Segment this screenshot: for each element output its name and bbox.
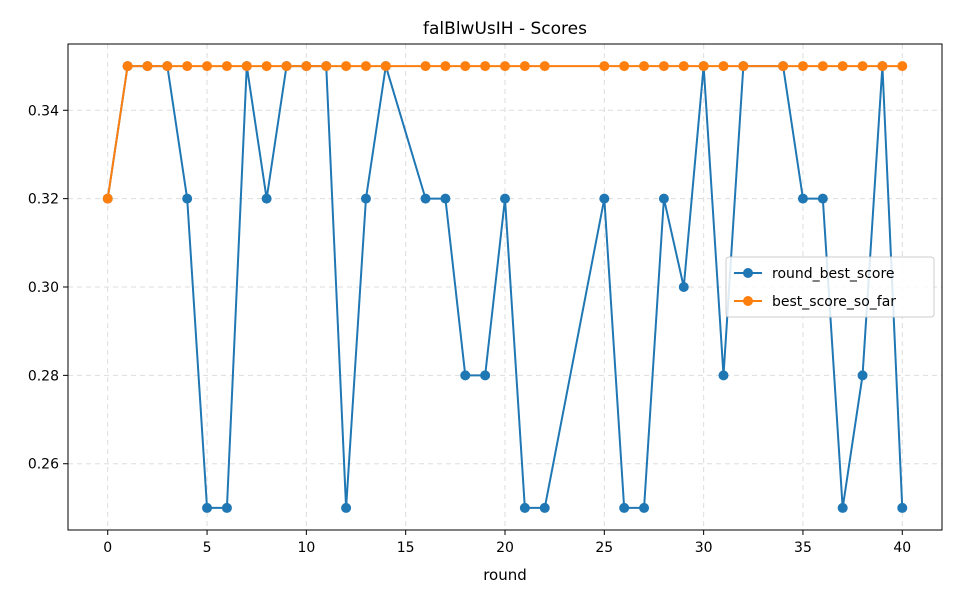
- data-point-round_best_score: [360, 193, 371, 204]
- data-point-best_score_so_far: [440, 61, 451, 72]
- legend-box: [725, 256, 935, 318]
- data-point-round_best_score: [619, 502, 630, 513]
- data-point-best_score_so_far: [360, 61, 371, 72]
- data-point-best_score_so_far: [221, 61, 232, 72]
- data-point-best_score_so_far: [162, 61, 173, 72]
- x-tick-label: 15: [397, 540, 415, 556]
- data-point-best_score_so_far: [678, 61, 689, 72]
- data-point-round_best_score: [718, 370, 729, 381]
- data-point-best_score_so_far: [599, 61, 610, 72]
- data-point-round_best_score: [261, 193, 272, 204]
- data-point-best_score_so_far: [897, 61, 908, 72]
- data-point-round_best_score: [221, 502, 232, 513]
- data-point-best_score_so_far: [658, 61, 669, 72]
- legend: round_best_score best_score_so_far: [725, 256, 935, 318]
- data-point-round_best_score: [817, 193, 828, 204]
- data-point-round_best_score: [519, 502, 530, 513]
- data-point-best_score_so_far: [420, 61, 431, 72]
- data-point-best_score_so_far: [261, 61, 272, 72]
- data-point-round_best_score: [897, 502, 908, 513]
- y-tick-label: 0.32: [28, 192, 59, 208]
- series-line-best_score_so_far: [106, 65, 903, 199]
- data-point-round_best_score: [500, 193, 510, 204]
- data-point-round_best_score: [678, 282, 689, 292]
- x-tick-label: 40: [893, 540, 911, 556]
- data-point-best_score_so_far: [341, 61, 352, 72]
- data-point-best_score_so_far: [619, 61, 630, 72]
- data-point-best_score_so_far: [321, 61, 332, 72]
- data-point-round_best_score: [599, 193, 610, 204]
- data-point-best_score_so_far: [241, 61, 252, 72]
- x-tick-label: 35: [794, 540, 812, 556]
- y-tick-label: 0.30: [28, 280, 59, 296]
- data-point-round_best_score: [797, 193, 808, 204]
- data-point-round_best_score: [460, 370, 471, 381]
- series-layer: [102, 61, 908, 513]
- x-tick-label: 0: [103, 540, 112, 556]
- data-point-round_best_score: [182, 193, 193, 204]
- data-point-best_score_so_far: [202, 61, 213, 72]
- data-point-round_best_score: [202, 502, 213, 513]
- y-tick-label: 0.26: [28, 457, 59, 473]
- data-point-best_score_so_far: [500, 61, 510, 72]
- data-point-best_score_so_far: [837, 61, 848, 72]
- data-point-round_best_score: [658, 193, 669, 204]
- data-point-best_score_so_far: [817, 61, 828, 72]
- axes: 0 5 10 15 20 25 30 35 40 0.26 0.28 0.30 0.32 0.34: [28, 103, 911, 556]
- data-point-best_score_so_far: [480, 61, 491, 72]
- data-point-round_best_score: [480, 370, 491, 381]
- data-point-best_score_so_far: [519, 61, 530, 72]
- data-point-best_score_so_far: [639, 61, 650, 72]
- y-tick-label: 0.28: [28, 368, 59, 384]
- data-point-best_score_so_far: [539, 61, 550, 72]
- x-tick-label: 30: [695, 540, 713, 556]
- y-tick-label: 0.34: [28, 103, 59, 119]
- data-point-best_score_so_far: [281, 61, 292, 72]
- data-point-round_best_score: [341, 502, 352, 513]
- data-point-round_best_score: [857, 370, 868, 381]
- legend-label: round_best_score: [772, 266, 895, 282]
- data-point-round_best_score: [639, 502, 650, 513]
- data-point-best_score_so_far: [857, 61, 868, 72]
- grid: [68, 44, 942, 530]
- data-point-best_score_so_far: [460, 61, 471, 72]
- data-point-best_score_so_far: [182, 61, 193, 72]
- data-point-round_best_score: [837, 502, 848, 513]
- data-point-best_score_so_far: [122, 61, 133, 72]
- chart-title: falBlwUsIH - Scores: [423, 19, 587, 39]
- data-point-best_score_so_far: [877, 61, 888, 72]
- data-point-round_best_score: [539, 502, 550, 513]
- data-point-best_score_so_far: [738, 61, 749, 72]
- legend-swatch-marker: [743, 268, 753, 278]
- x-axis-label: round: [483, 566, 527, 584]
- x-tick-label: 20: [496, 540, 514, 556]
- x-tick-label: 5: [203, 540, 212, 556]
- legend-swatch-marker: [743, 296, 753, 306]
- legend-label: best_score_so_far: [772, 294, 896, 310]
- x-tick-label: 25: [595, 540, 613, 556]
- data-point-best_score_so_far: [778, 61, 789, 72]
- data-point-round_best_score: [440, 193, 451, 204]
- data-point-best_score_so_far: [380, 61, 391, 72]
- data-point-best_score_so_far: [102, 193, 113, 204]
- data-point-best_score_so_far: [698, 61, 709, 72]
- data-point-best_score_so_far: [718, 61, 729, 72]
- data-point-best_score_so_far: [301, 61, 312, 72]
- data-point-round_best_score: [420, 193, 431, 204]
- x-tick-label: 10: [297, 540, 315, 556]
- data-point-best_score_so_far: [797, 61, 808, 72]
- data-point-best_score_so_far: [142, 61, 153, 72]
